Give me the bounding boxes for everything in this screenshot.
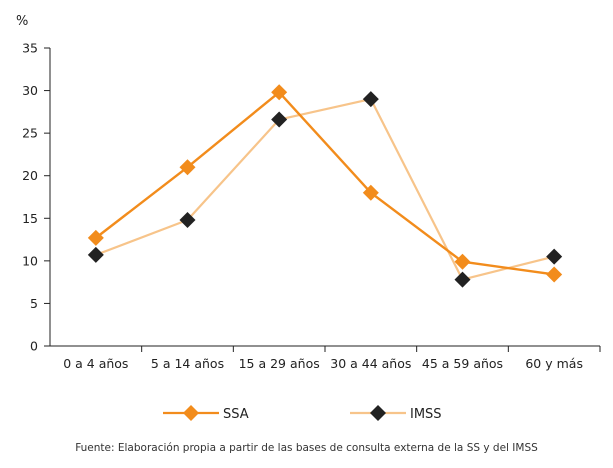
data-point-ssa xyxy=(546,266,563,283)
data-point-imss xyxy=(271,111,288,128)
legend-label: IMSS xyxy=(410,407,442,422)
y-tick-label: 25 xyxy=(22,126,38,141)
y-tick-label: 0 xyxy=(30,339,38,354)
legend: SSA IMSS xyxy=(163,405,442,422)
data-point-imss xyxy=(362,91,379,108)
series-markers xyxy=(87,84,563,288)
data-point-imss xyxy=(179,211,196,228)
data-point-imss xyxy=(454,271,471,288)
legend-item-ssa: SSA xyxy=(163,405,249,422)
y-tick-label: 10 xyxy=(22,253,38,268)
line-chart: % 0 5 10 15 20 25 30 35 0 a 4 años 5 a 14 años 15… xyxy=(16,14,601,422)
y-tick-label: 20 xyxy=(22,168,38,183)
data-point-ssa xyxy=(362,184,379,201)
y-tick-label: 5 xyxy=(30,296,38,311)
x-tick-label: 5 a 14 años xyxy=(151,356,224,371)
source-note: Fuente: Elaboración propia a partir de l… xyxy=(75,442,538,454)
data-point-ssa xyxy=(454,253,471,270)
data-point-ssa xyxy=(271,84,288,101)
legend-marker xyxy=(183,405,199,421)
y-tick-label: 15 xyxy=(22,211,38,226)
x-tick-label: 0 a 4 años xyxy=(63,356,128,371)
y-tick-label: 35 xyxy=(22,41,38,56)
series-line-ssa xyxy=(95,91,555,276)
series-lines xyxy=(95,91,555,281)
y-axis-ticks: 0 5 10 15 20 25 30 35 xyxy=(22,41,50,354)
chart-axes xyxy=(49,48,600,347)
x-tick-label: 30 a 44 años xyxy=(330,356,411,371)
x-tick-label: 15 a 29 años xyxy=(239,356,320,371)
series-line-imss xyxy=(95,97,555,281)
data-point-ssa xyxy=(87,229,104,246)
y-axis-unit-label: % xyxy=(16,14,28,29)
x-axis-ticks: 0 a 4 años 5 a 14 años 15 a 29 años 30 a 44… xyxy=(63,346,601,371)
y-tick-label: 30 xyxy=(22,83,38,98)
data-point-ssa xyxy=(179,159,196,176)
data-point-imss xyxy=(546,248,563,265)
x-tick-label: 60 y más xyxy=(525,356,583,371)
x-tick-label: 45 a 59 años xyxy=(422,356,503,371)
legend-marker xyxy=(370,405,386,421)
legend-item-imss: IMSS xyxy=(350,405,442,422)
legend-label: SSA xyxy=(223,407,249,422)
data-point-imss xyxy=(87,246,104,263)
